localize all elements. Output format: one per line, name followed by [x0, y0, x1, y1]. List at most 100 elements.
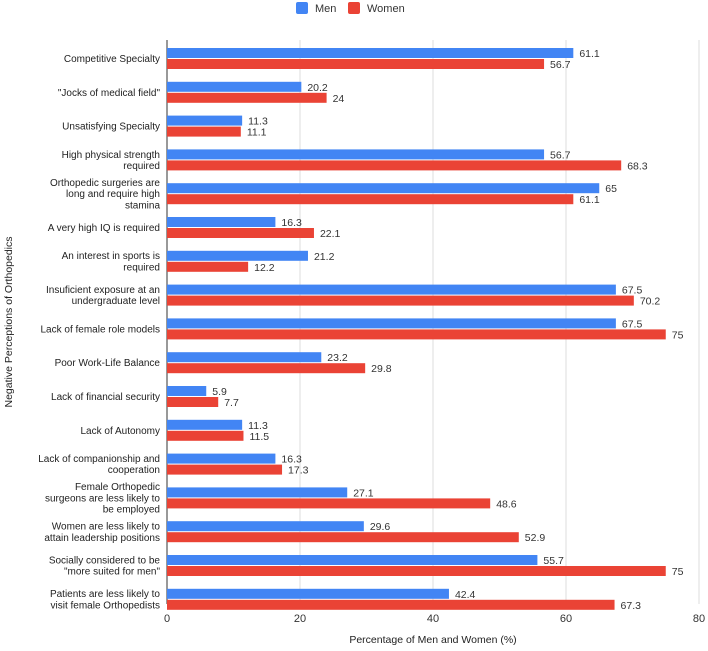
- data-label-men: 56.7: [550, 149, 571, 161]
- bar-women: [167, 498, 491, 509]
- category-label: Lack of female role models: [40, 324, 160, 335]
- category-label: Lack of companionship and cooperation: [38, 454, 160, 476]
- data-label-men: 67.5: [622, 285, 643, 297]
- bar-men: [167, 149, 545, 160]
- category-label-line: required: [123, 161, 160, 172]
- category-label-line: Orthopedic surgeries are: [50, 178, 160, 189]
- data-label-women: 7.7: [224, 397, 239, 409]
- data-label-men: 5.9: [212, 386, 227, 398]
- data-label-men: 21.2: [314, 251, 335, 263]
- bar-men: [167, 284, 616, 295]
- bar-men: [167, 419, 243, 430]
- x-axis-title: Percentage of Men and Women (%): [349, 634, 516, 646]
- category-label-line: be employed: [103, 505, 160, 516]
- legend-label-men: Men: [315, 3, 336, 15]
- data-label-men: 29.6: [370, 521, 391, 533]
- category-label-line: stamina: [125, 200, 160, 211]
- bar-women: [167, 160, 622, 171]
- data-label-women: 12.2: [254, 262, 275, 274]
- bar-women: [167, 566, 666, 576]
- bar-men: [167, 386, 207, 396]
- bar-women: [167, 194, 574, 205]
- data-label-women: 22.1: [320, 228, 341, 240]
- data-label-men: 11.3: [248, 420, 268, 432]
- bar-women: [167, 464, 283, 475]
- data-label-men: 67.5: [622, 318, 643, 330]
- bar-men: [167, 115, 243, 126]
- bar-men: [167, 48, 574, 58]
- bar-men: [167, 521, 364, 532]
- bar-women: [167, 126, 241, 137]
- category-label: Women are less likely to attain leadershi…: [44, 522, 160, 544]
- bar-men: [167, 588, 449, 599]
- x-tick-label: 0: [164, 613, 170, 625]
- category-label: "Jocks of medical field": [58, 88, 161, 99]
- x-tick-label: 60: [560, 613, 572, 625]
- category-label: High physical strength required: [62, 150, 160, 172]
- category-label: Competitive Specialty: [64, 54, 160, 65]
- bar-men: [167, 250, 308, 261]
- bar-women: [167, 599, 615, 610]
- bar-women: [167, 430, 244, 441]
- category-label: A very high IQ is required: [48, 223, 160, 234]
- category-label-line: Lack of Autonomy: [81, 426, 161, 437]
- x-tick-label: 40: [427, 613, 439, 625]
- bar-women: [167, 329, 666, 340]
- bar-women: [167, 228, 314, 238]
- x-tick-label: 20: [294, 613, 306, 625]
- data-label-men: 16.3: [281, 454, 302, 466]
- data-label-women: 11.5: [249, 431, 269, 443]
- category-label: An interest in sports is required: [62, 251, 160, 273]
- bar-women: [167, 261, 249, 272]
- data-label-men: 55.7: [543, 555, 564, 567]
- bar-men: [167, 183, 600, 194]
- category-label-line: Lack of female role models: [40, 324, 160, 335]
- bar-women: [167, 295, 634, 306]
- x-axis-ticks: 0 20 40 60 80: [164, 613, 705, 625]
- data-label-women: 56.7: [550, 59, 571, 71]
- category-label: Unsatisfying Specialty: [62, 122, 160, 133]
- bars: [167, 48, 666, 610]
- data-label-women: 75: [672, 566, 684, 578]
- data-label-women: 70.2: [640, 296, 661, 308]
- bar-women: [167, 532, 519, 543]
- bar-men: [167, 555, 538, 565]
- data-label-men: 16.3: [281, 217, 302, 229]
- bar-men: [167, 352, 322, 363]
- category-label-line: required: [123, 262, 160, 273]
- data-label-men: 61.1: [579, 48, 600, 60]
- data-label-men: 23.2: [327, 352, 348, 364]
- bar-women: [167, 397, 219, 407]
- legend-swatch-men: [296, 2, 308, 14]
- category-label-line: Lack of financial security: [51, 392, 160, 403]
- legend-label-women: Women: [367, 3, 405, 15]
- category-label: Poor Work-Life Balance: [55, 358, 161, 369]
- bar-men: [167, 217, 276, 227]
- category-label-line: Socially considered to be: [49, 555, 161, 566]
- bar-men: [167, 487, 348, 498]
- category-label-line: Poor Work-Life Balance: [55, 358, 161, 369]
- legend-swatch-women: [348, 2, 360, 14]
- data-label-women: 17.3: [288, 465, 309, 477]
- category-label-line: surgeons are less likely to: [45, 493, 160, 504]
- bar-men: [167, 81, 302, 92]
- category-label-line: Lack of companionship and: [38, 454, 160, 465]
- category-label: Female Orthopedic surgeons are less likel…: [45, 482, 160, 515]
- category-label: Lack of financial security: [51, 392, 160, 403]
- data-label-men: 11.3: [248, 116, 268, 128]
- category-label-line: long and require high: [66, 189, 160, 200]
- category-label: Orthopedic surgeries are long and require…: [50, 178, 161, 211]
- category-label-line: visit female Orthopedists: [51, 600, 161, 611]
- data-label-women: 11.1: [247, 127, 267, 139]
- data-label-women: 52.9: [525, 532, 546, 544]
- data-label-women: 29.8: [371, 363, 392, 375]
- category-label-line: Female Orthopedic: [75, 482, 160, 493]
- category-label-line: A very high IQ is required: [48, 223, 160, 234]
- category-label-line: cooperation: [108, 465, 160, 476]
- bar-women: [167, 363, 366, 374]
- bar-women: [167, 59, 545, 69]
- data-label-women: 68.3: [627, 160, 648, 172]
- category-label-line: "more suited for men": [64, 567, 160, 578]
- category-label-line: undergraduate level: [72, 296, 160, 307]
